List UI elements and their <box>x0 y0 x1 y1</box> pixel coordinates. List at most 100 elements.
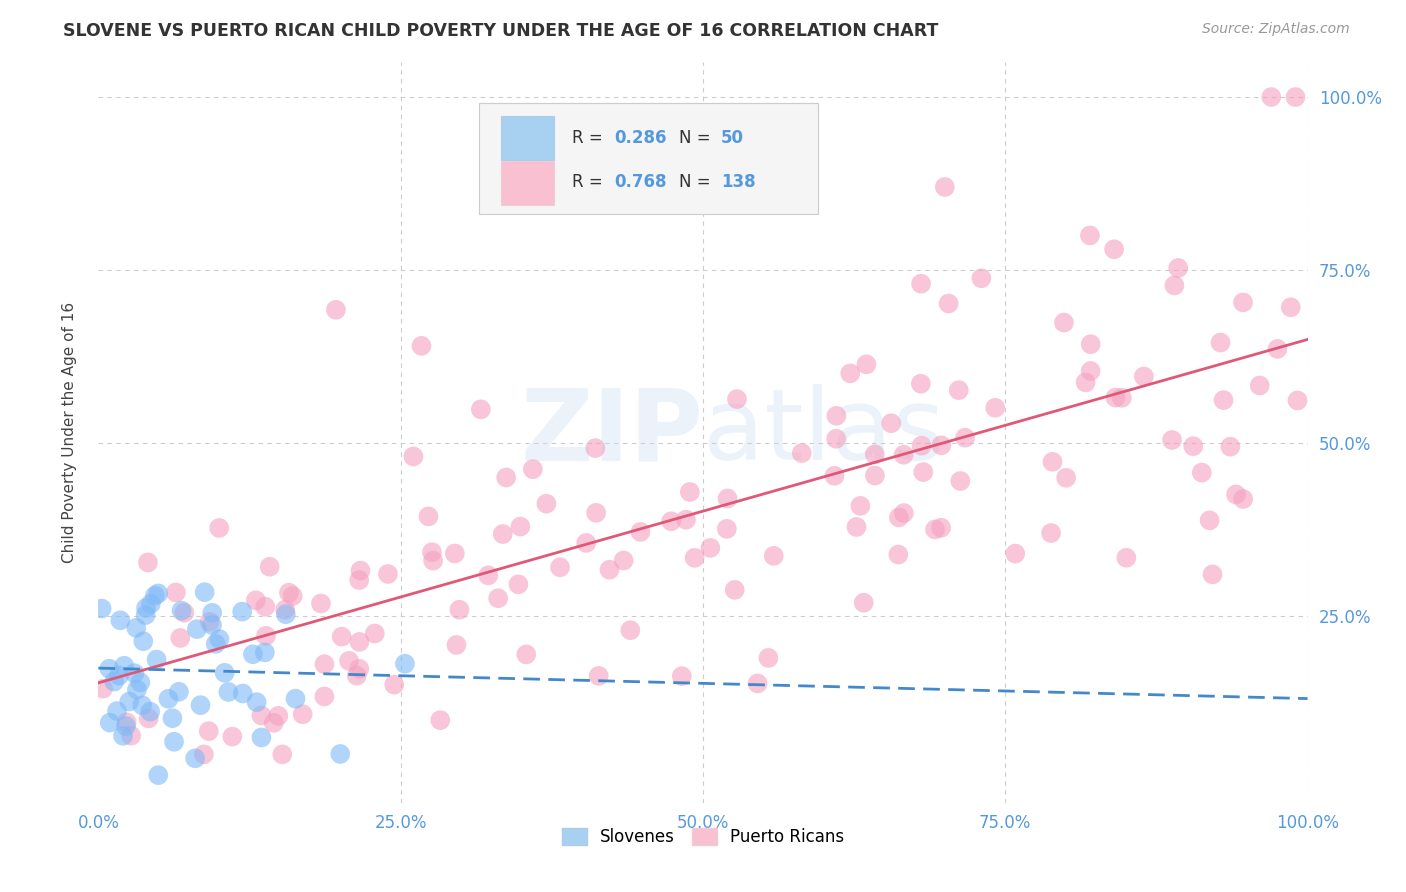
Point <box>839 367 862 381</box>
Point <box>108 668 131 682</box>
Point <box>588 669 610 683</box>
Point <box>136 556 159 570</box>
Point <box>377 566 399 581</box>
Point <box>887 510 910 524</box>
Point <box>449 602 471 616</box>
Point <box>599 563 621 577</box>
Point <box>263 715 285 730</box>
Point <box>274 602 297 616</box>
Point <box>1042 455 1064 469</box>
Y-axis label: Child Poverty Under the Age of 16: Child Poverty Under the Age of 16 <box>62 302 77 563</box>
Point <box>131 698 153 713</box>
Point <box>190 698 212 713</box>
Point <box>349 635 371 649</box>
Point <box>91 681 114 696</box>
Point <box>1225 487 1247 501</box>
Point <box>863 468 886 483</box>
Point <box>194 585 217 599</box>
Point <box>880 416 903 430</box>
Point <box>314 690 336 704</box>
Point <box>277 585 299 599</box>
Point <box>167 685 190 699</box>
Point <box>470 402 492 417</box>
Point <box>1219 440 1241 454</box>
Point <box>752 138 775 153</box>
Point <box>163 735 186 749</box>
Point <box>716 491 738 506</box>
Point <box>112 658 135 673</box>
Point <box>253 645 276 659</box>
Point <box>671 669 693 683</box>
Point <box>329 747 352 761</box>
Point <box>420 545 443 559</box>
Point <box>619 623 641 637</box>
Point <box>267 709 290 723</box>
Point <box>444 546 467 560</box>
Point <box>1260 90 1282 104</box>
Point <box>825 409 848 423</box>
Point <box>984 401 1007 415</box>
Point <box>254 599 277 614</box>
FancyBboxPatch shape <box>501 117 554 161</box>
Text: 0.768: 0.768 <box>614 173 668 192</box>
Point <box>679 485 702 500</box>
Text: Source: ZipAtlas.com: Source: ZipAtlas.com <box>1202 22 1350 37</box>
Point <box>157 691 180 706</box>
Point <box>382 678 405 692</box>
Point <box>173 606 195 620</box>
Point <box>659 514 682 528</box>
Point <box>1104 391 1126 405</box>
Point <box>284 691 307 706</box>
Point <box>184 751 207 765</box>
Point <box>949 474 972 488</box>
Point <box>630 524 652 539</box>
Point <box>105 704 128 718</box>
Point <box>115 715 138 730</box>
Point <box>232 686 254 700</box>
Point <box>852 596 875 610</box>
Point <box>129 675 152 690</box>
Point <box>201 606 224 620</box>
Point <box>139 705 162 719</box>
Point <box>197 724 219 739</box>
Point <box>522 462 544 476</box>
Point <box>1232 491 1254 506</box>
Point <box>110 613 132 627</box>
Point <box>90 601 112 615</box>
Point <box>186 622 208 636</box>
Point <box>583 441 606 455</box>
Point <box>135 608 157 623</box>
Point <box>613 553 636 567</box>
Point <box>165 585 187 599</box>
Point <box>271 747 294 762</box>
Point <box>330 630 353 644</box>
FancyBboxPatch shape <box>501 161 554 204</box>
Point <box>1080 364 1102 378</box>
Point <box>675 513 697 527</box>
Point <box>893 506 915 520</box>
Point <box>325 302 347 317</box>
Point <box>169 631 191 645</box>
Point <box>162 711 184 725</box>
Point <box>402 450 425 464</box>
Point <box>1115 550 1137 565</box>
Point <box>758 651 780 665</box>
Point <box>893 448 915 462</box>
Point <box>346 668 368 682</box>
Point <box>115 719 138 733</box>
Point <box>1040 526 1063 541</box>
Point <box>1078 228 1101 243</box>
Point <box>98 662 121 676</box>
Point <box>575 536 598 550</box>
Point <box>112 729 135 743</box>
Point <box>1053 316 1076 330</box>
Point <box>699 541 721 555</box>
Point <box>1004 547 1026 561</box>
Text: N =: N = <box>679 173 716 192</box>
Point <box>274 607 297 622</box>
Point <box>863 447 886 461</box>
Point <box>217 685 239 699</box>
Text: N =: N = <box>679 129 716 147</box>
Point <box>145 652 167 666</box>
Point <box>259 559 281 574</box>
